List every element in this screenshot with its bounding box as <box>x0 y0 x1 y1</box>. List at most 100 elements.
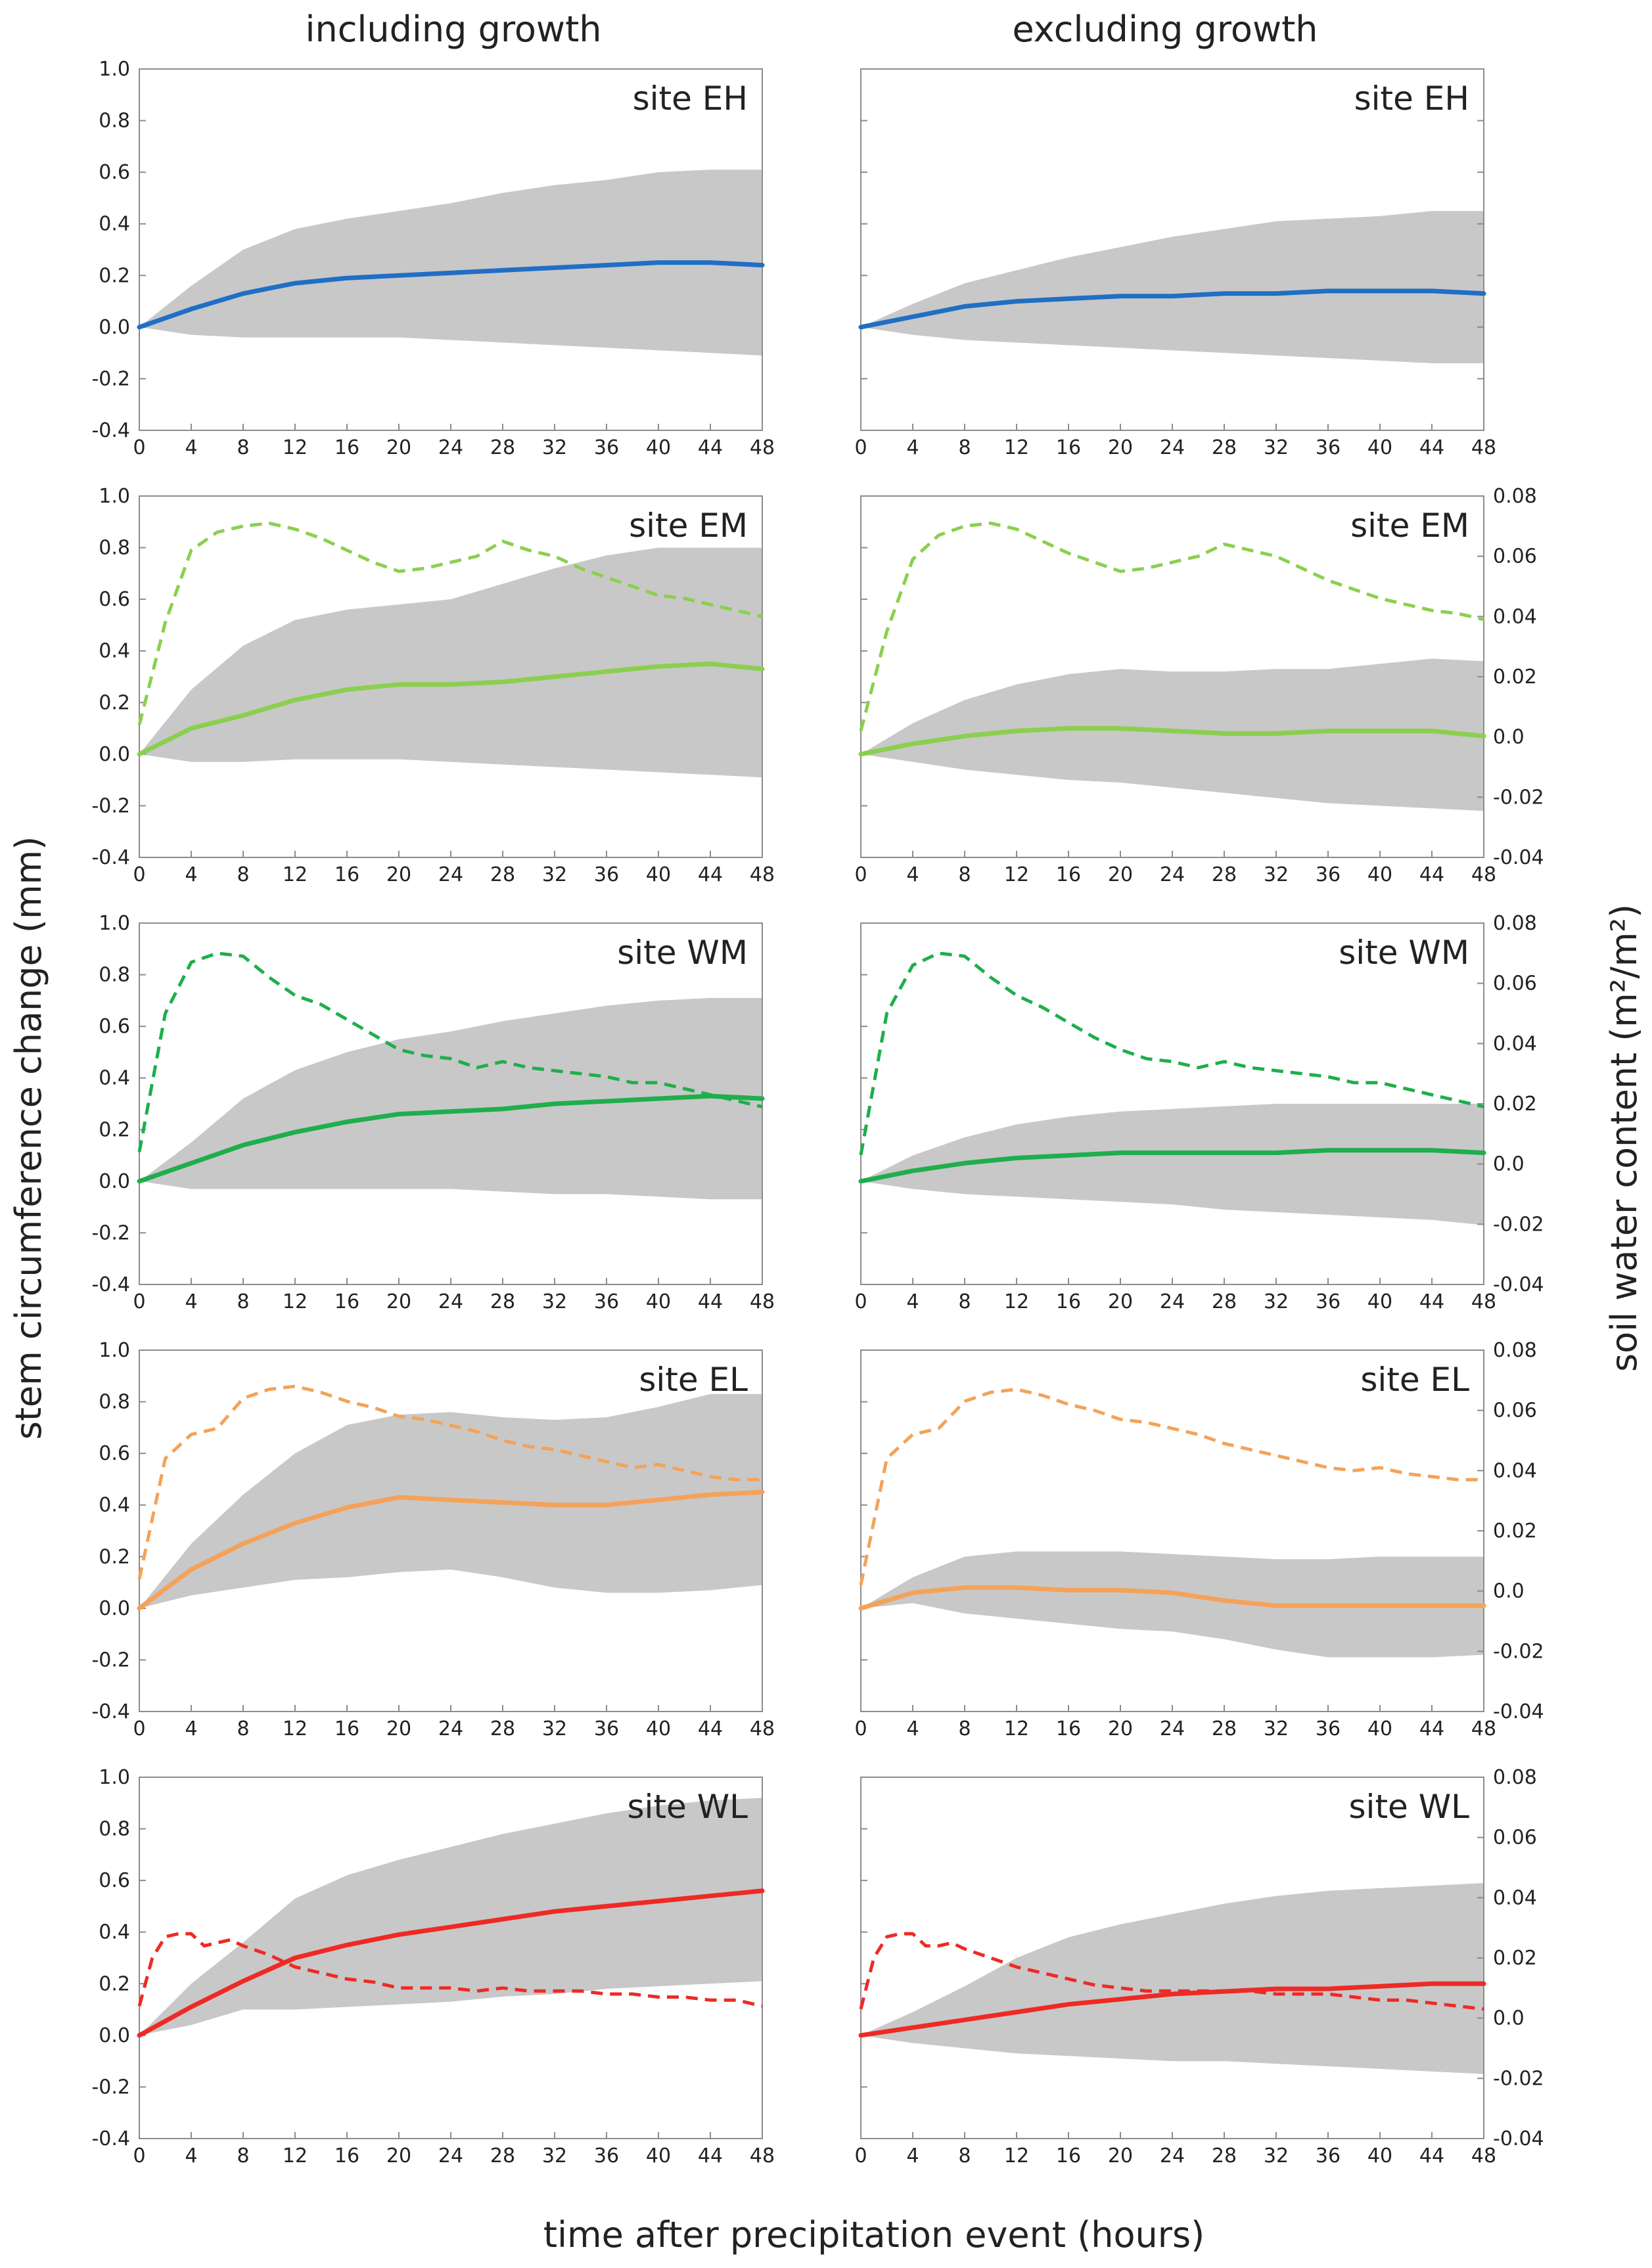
soil-water-content-line <box>859 1388 1484 1586</box>
y-tick-label-left: 0.2 <box>99 1972 130 1995</box>
x-tick-label: 12 <box>283 863 308 886</box>
x-tick-label: 20 <box>1108 1290 1133 1313</box>
x-tick-label: 16 <box>1056 863 1081 886</box>
y-tick-label-right: -0.04 <box>1493 1273 1544 1296</box>
x-tick-label: 16 <box>1056 436 1081 459</box>
y-tick-label-left: 0.8 <box>99 110 130 133</box>
y-tick-label-right: -0.02 <box>1493 2067 1544 2090</box>
y-tick-label-right: 0.02 <box>1493 1520 1537 1543</box>
x-tick-label: 4 <box>185 1717 197 1740</box>
uncertainty-band <box>861 658 1484 811</box>
x-tick-label: 24 <box>438 1290 463 1313</box>
x-tick-label: 36 <box>1316 863 1341 886</box>
y-tick-label-right: 0.08 <box>1493 1339 1537 1362</box>
soil-water-content-line <box>859 521 1484 732</box>
x-tick-label: 36 <box>594 863 619 886</box>
x-tick-label: 48 <box>1471 1717 1496 1740</box>
x-tick-label: 20 <box>386 2144 411 2167</box>
x-tick-label: 8 <box>958 1717 971 1740</box>
x-tick-label: 36 <box>1316 1717 1341 1740</box>
x-tick-label: 12 <box>1004 436 1029 459</box>
x-tick-label: 12 <box>1004 863 1029 886</box>
x-tick-label: 48 <box>750 2144 775 2167</box>
y-tick-label-right: 0.08 <box>1493 912 1537 935</box>
y-tick-label-left: -0.4 <box>91 1273 130 1296</box>
stem-change-line <box>137 1888 765 2038</box>
site-label: site EM <box>629 507 748 545</box>
y-tick-label-left: 0.6 <box>99 588 130 611</box>
uncertainty-band <box>139 170 762 356</box>
x-tick-label: 12 <box>283 2144 308 2167</box>
x-tick-label: 24 <box>1160 863 1185 886</box>
y-tick-label-right: 0.0 <box>1493 2007 1525 2030</box>
y-tick-label-right: -0.02 <box>1493 1213 1544 1236</box>
stem-change-line <box>858 1148 1486 1184</box>
x-tick-label: 12 <box>1004 1290 1029 1313</box>
y-tick-label-left: 1.0 <box>99 58 130 81</box>
x-tick-label: 24 <box>438 863 463 886</box>
x-tick-label: 0 <box>854 2144 867 2167</box>
x-tick-label: 36 <box>1316 2144 1341 2167</box>
y-tick-label-right: 0.04 <box>1493 1459 1537 1482</box>
x-tick-label: 40 <box>1367 1290 1392 1313</box>
stem-change-line <box>137 1489 765 1611</box>
y-tick-label-left: 1.0 <box>99 912 130 935</box>
x-tick-label: 28 <box>490 436 515 459</box>
site-label: site WM <box>617 934 748 972</box>
x-tick-label: 36 <box>594 1290 619 1313</box>
x-tick-label: 16 <box>334 1290 359 1313</box>
x-tick-label: 24 <box>1160 1290 1185 1313</box>
x-tick-label: 28 <box>1212 2144 1237 2167</box>
panel-site-wl-including: 0 4 8 12 16 20 24 28 32 36 40 44 48-0.4-0.20.00.20.4… <box>91 1766 775 2167</box>
x-tick-label: 44 <box>1419 436 1444 459</box>
y-tick-label-right: 0.06 <box>1493 972 1537 995</box>
x-tick-label: 48 <box>750 1717 775 1740</box>
y-tick-label-left: 0.0 <box>99 2024 130 2047</box>
x-tick-label: 16 <box>334 1717 359 1740</box>
x-tick-label: 24 <box>438 2144 463 2167</box>
x-tick-label: 36 <box>594 436 619 459</box>
x-tick-label: 28 <box>1212 863 1237 886</box>
y-tick-label-right: 0.08 <box>1493 1766 1537 1789</box>
stem-change-line <box>137 260 765 330</box>
x-tick-label: 24 <box>438 436 463 459</box>
x-tick-label: 16 <box>1056 1290 1081 1313</box>
x-tick-label: 0 <box>854 436 867 459</box>
panel-site-el-including: 0 4 8 12 16 20 24 28 32 36 40 44 48-0.4-0.20.00.20.4… <box>91 1339 775 1740</box>
x-tick-label: 28 <box>490 1717 515 1740</box>
x-tick-label: 0 <box>133 436 145 459</box>
uncertainty-band <box>861 211 1484 363</box>
x-tick-label: 0 <box>133 2144 145 2167</box>
x-axis-title: time after precipitation event (hours) <box>543 2214 1205 2256</box>
x-tick-label: 4 <box>906 2144 919 2167</box>
y-tick-label-right: 0.06 <box>1493 1399 1537 1422</box>
stem-change-line <box>858 1981 1486 2038</box>
y-tick-label-left: 0.0 <box>99 1170 130 1193</box>
uncertainty-band <box>139 1798 762 2035</box>
uncertainty-band <box>861 1551 1484 1658</box>
x-tick-label: 36 <box>1316 1290 1341 1313</box>
y-axis-title-right: soil water content (m²/m²) <box>1603 904 1645 1372</box>
x-tick-label: 20 <box>386 863 411 886</box>
y-tick-label-left: 0.8 <box>99 1818 130 1841</box>
y-tick-label-left: 1.0 <box>99 1339 130 1362</box>
y-tick-label-left: 0.2 <box>99 1545 130 1568</box>
x-tick-label: 48 <box>750 436 775 459</box>
x-tick-label: 40 <box>1367 1717 1392 1740</box>
y-tick-label-left: 0.6 <box>99 161 130 184</box>
x-tick-label: 32 <box>1264 436 1289 459</box>
x-tick-label: 44 <box>1419 863 1444 886</box>
y-tick-label-left: -0.4 <box>91 1700 130 1723</box>
x-tick-label: 36 <box>594 2144 619 2167</box>
uncertainty-band <box>139 997 762 1200</box>
panel-site-wm-excluding: 0 4 8 12 16 20 24 28 32 36 40 44 48-0.04-0.020.00.02… <box>854 912 1544 1313</box>
panel-site-wm-including: 0 4 8 12 16 20 24 28 32 36 40 44 48-0.4-0.20.00.20.4… <box>91 912 775 1313</box>
x-tick-label: 4 <box>906 436 919 459</box>
y-tick-label-right: -0.04 <box>1493 1700 1544 1723</box>
x-tick-label: 16 <box>1056 1717 1081 1740</box>
x-tick-label: 0 <box>854 1290 867 1313</box>
x-tick-label: 32 <box>1264 863 1289 886</box>
x-tick-label: 16 <box>334 863 359 886</box>
y-tick-label-right: 0.06 <box>1493 1826 1537 1849</box>
x-tick-label: 32 <box>542 1717 567 1740</box>
